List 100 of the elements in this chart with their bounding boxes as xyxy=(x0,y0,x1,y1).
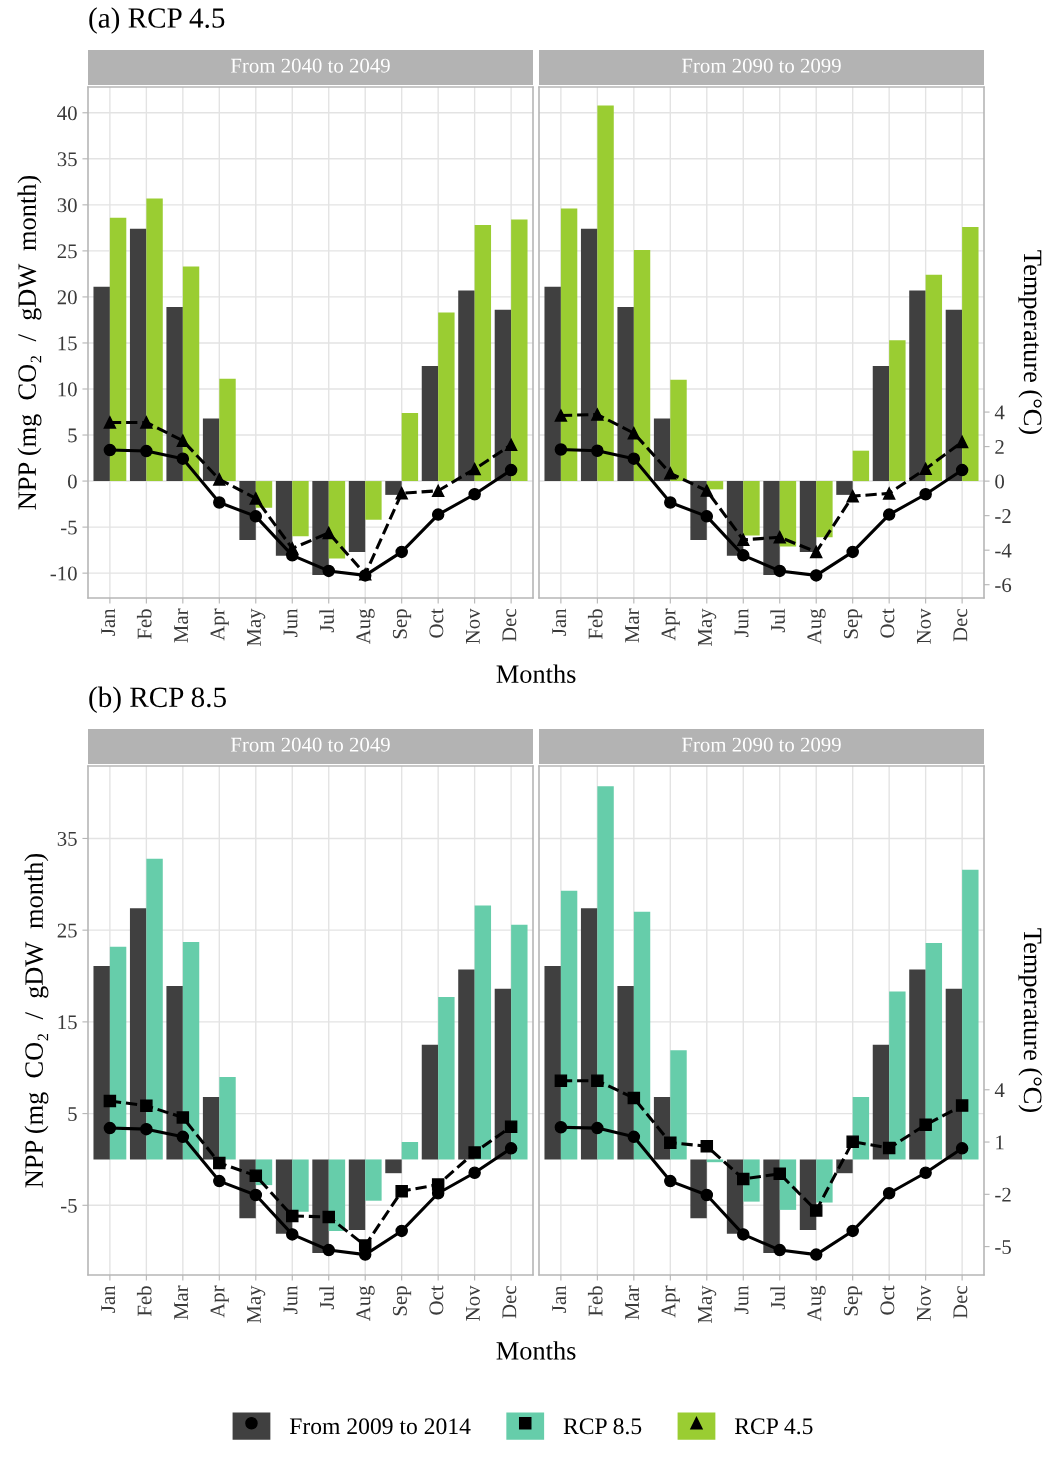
x-tick-label: Feb xyxy=(136,1286,152,1317)
point xyxy=(591,1074,604,1087)
point xyxy=(700,1139,714,1153)
x-tick-label: Oct xyxy=(429,608,444,638)
y2-tick-label: -2 xyxy=(995,509,1011,523)
point xyxy=(700,510,714,523)
x-tick-label: Jun xyxy=(283,1285,298,1314)
y2-tick-label: 2 xyxy=(995,440,1004,454)
point xyxy=(737,1228,750,1241)
point xyxy=(773,564,786,578)
x-tick-label: Oct xyxy=(880,1285,895,1315)
y-tick-label: 25 xyxy=(57,244,77,259)
point xyxy=(846,1224,859,1238)
point xyxy=(322,564,335,578)
bar xyxy=(617,986,634,1160)
x-tick-label: Mar xyxy=(174,608,189,643)
point xyxy=(627,1130,641,1144)
bar xyxy=(146,198,163,482)
point xyxy=(468,487,481,501)
y-tick-label: 35 xyxy=(57,152,77,167)
chart-title: From 2040 to 2049 xyxy=(230,737,390,752)
legend-label: RCP 8.5 xyxy=(563,1418,642,1435)
bar xyxy=(925,943,943,1160)
bar xyxy=(438,312,455,482)
chart-title: From 2090 to 2099 xyxy=(681,58,841,73)
x-tick-label: Feb xyxy=(587,1286,603,1317)
bar xyxy=(945,309,963,482)
x-tick-label: May xyxy=(698,1285,717,1324)
point xyxy=(431,508,445,521)
x-tick-label: Aug xyxy=(807,1285,826,1322)
bar xyxy=(219,378,236,482)
bar xyxy=(202,1097,220,1160)
bar xyxy=(109,946,127,1160)
point xyxy=(919,1166,932,1179)
point xyxy=(395,1224,408,1238)
point xyxy=(773,1167,786,1181)
point xyxy=(140,416,153,429)
bar xyxy=(328,481,346,559)
point xyxy=(955,1142,969,1155)
point xyxy=(846,545,859,559)
bar xyxy=(670,1050,687,1160)
bar xyxy=(560,890,578,1160)
y-axis-title: NPP (mg CO₂ / gDW month) xyxy=(17,175,42,510)
point xyxy=(286,1209,299,1223)
bar xyxy=(348,1159,366,1231)
bar xyxy=(580,228,598,482)
chart-title: From 2040 to 2049 xyxy=(230,58,390,73)
point xyxy=(431,1178,445,1191)
point xyxy=(627,426,641,440)
bar xyxy=(401,412,419,482)
x-tick-label: Aug xyxy=(807,608,826,645)
y2-tick-label: -4 xyxy=(995,543,1012,558)
y-tick-label: -5 xyxy=(61,1198,77,1213)
x-tick-label: Jun xyxy=(734,1285,749,1314)
y-tick-label: 30 xyxy=(57,198,77,213)
x-tick-label: Feb xyxy=(587,609,603,640)
x-tick-label: Feb xyxy=(136,609,152,640)
point xyxy=(249,510,263,523)
bar xyxy=(421,1044,439,1160)
bar xyxy=(328,1159,346,1231)
x-tick-label: May xyxy=(698,608,717,647)
bar xyxy=(385,1159,402,1174)
y-tick-label: 5 xyxy=(68,1107,77,1122)
x-tick-label: Sep xyxy=(843,609,863,639)
x-tick-label: Nov xyxy=(466,1285,480,1321)
point xyxy=(213,473,226,486)
bar xyxy=(690,1159,707,1219)
x-tick-label: Oct xyxy=(429,1285,444,1315)
bar xyxy=(706,481,724,490)
point xyxy=(213,1156,226,1170)
x-axis-title: Months xyxy=(496,1341,576,1360)
point xyxy=(103,1094,117,1108)
point xyxy=(176,452,190,465)
x-tick-label: Nov xyxy=(917,608,931,644)
point xyxy=(627,1091,641,1105)
point xyxy=(103,416,117,429)
point xyxy=(700,1188,714,1202)
y2-tick-label: -5 xyxy=(995,1240,1011,1255)
point xyxy=(504,1120,518,1133)
point xyxy=(809,545,823,559)
bar xyxy=(872,365,890,482)
text: (b) RCP 8.5 xyxy=(89,686,226,714)
y-tick-label: 0 xyxy=(67,474,77,489)
point xyxy=(664,467,677,480)
point xyxy=(664,496,677,509)
x-tick-label: Dec xyxy=(502,609,517,642)
point xyxy=(140,1099,153,1113)
bar xyxy=(146,858,163,1160)
y-tick-label: 15 xyxy=(58,336,77,351)
bar xyxy=(458,290,475,482)
y2-tick-label: 4 xyxy=(994,405,1005,420)
bar xyxy=(653,418,671,482)
point xyxy=(773,1243,786,1257)
y-tick-label: 40 xyxy=(57,106,77,121)
point xyxy=(627,452,641,465)
y2-axis-title: Temperature (°C) xyxy=(1018,250,1043,434)
legend-label: RCP 4.5 xyxy=(734,1418,813,1435)
x-tick-label: Jan xyxy=(552,608,567,636)
x-tick-label: Sep xyxy=(392,1286,412,1316)
point xyxy=(431,484,445,498)
